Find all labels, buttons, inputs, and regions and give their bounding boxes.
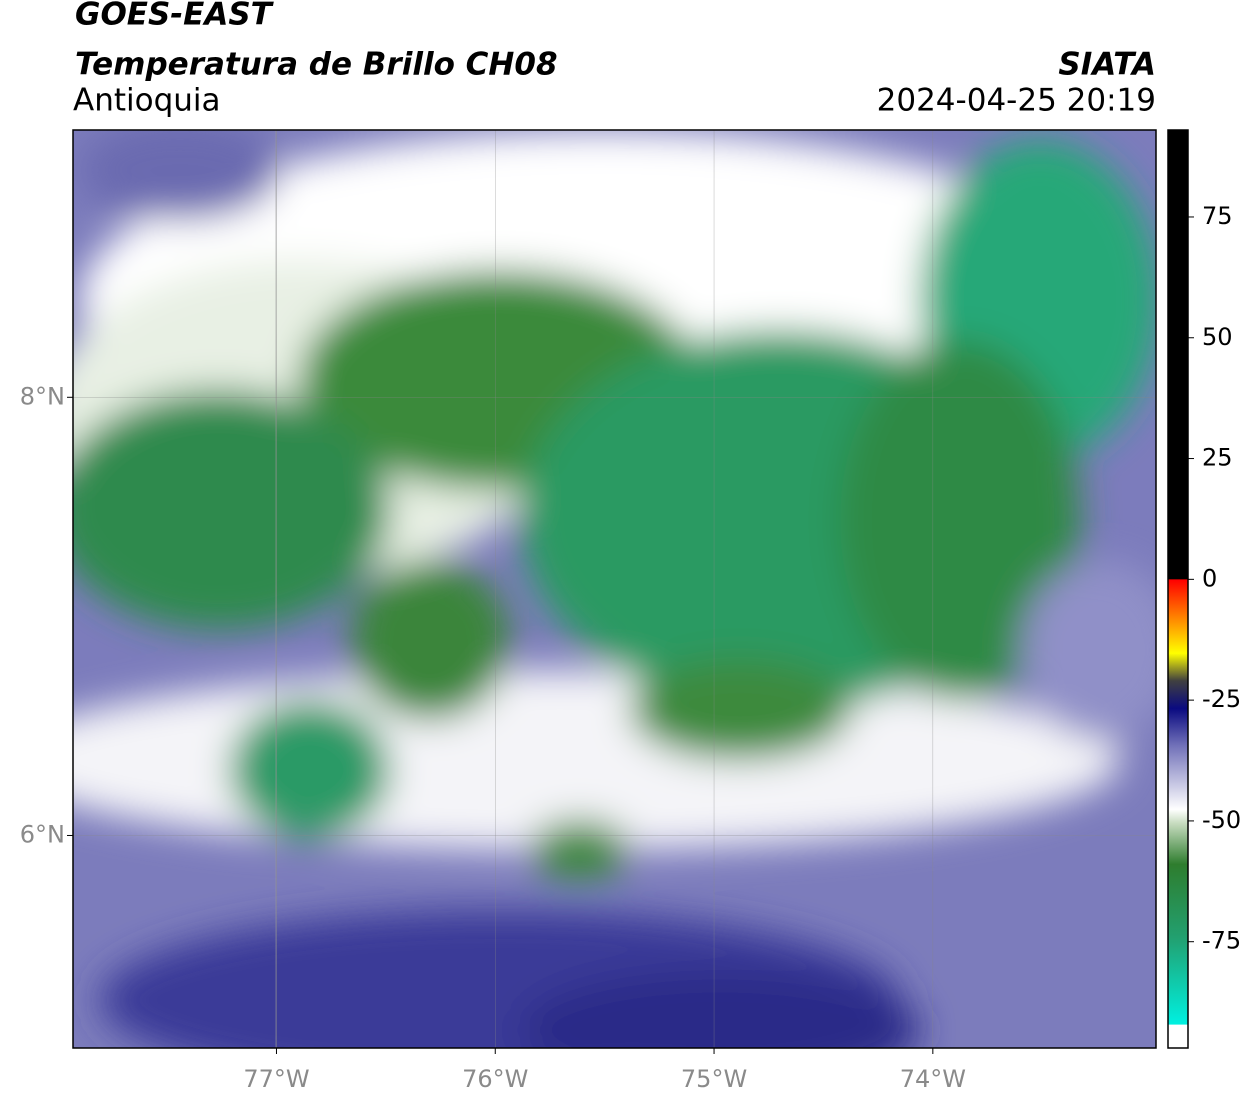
y-tick-label: 6°N: [20, 820, 65, 848]
subtitle: Temperatura de Brillo CH08: [75, 47, 558, 83]
satellite-image: [73, 130, 1156, 1048]
colorbar-label: 75: [1202, 202, 1233, 230]
colorbar-label: -75: [1202, 927, 1241, 955]
graticule: [73, 130, 1156, 1048]
y-tick-label: 8°N: [20, 382, 65, 410]
colorbar: [1167, 129, 1189, 1049]
colorbar-label: -50: [1202, 806, 1241, 834]
colorbar-label: -25: [1202, 685, 1241, 713]
x-tick-label: 76°W: [462, 1065, 528, 1093]
region: Antioquia: [73, 83, 221, 119]
x-tick-label: 74°W: [900, 1065, 966, 1093]
timestamp: 2024-04-25 20:19: [877, 83, 1156, 119]
title: GOES-EAST: [75, 0, 275, 33]
colorbar-label: 25: [1202, 444, 1233, 472]
x-tick-label: 75°W: [681, 1065, 747, 1093]
colorbar-label: 50: [1202, 323, 1233, 351]
map-frame: [72, 129, 1157, 1049]
x-tick-label: 77°W: [243, 1065, 309, 1093]
source: SIATA: [1058, 47, 1156, 83]
colorbar-label: 0: [1202, 564, 1217, 592]
